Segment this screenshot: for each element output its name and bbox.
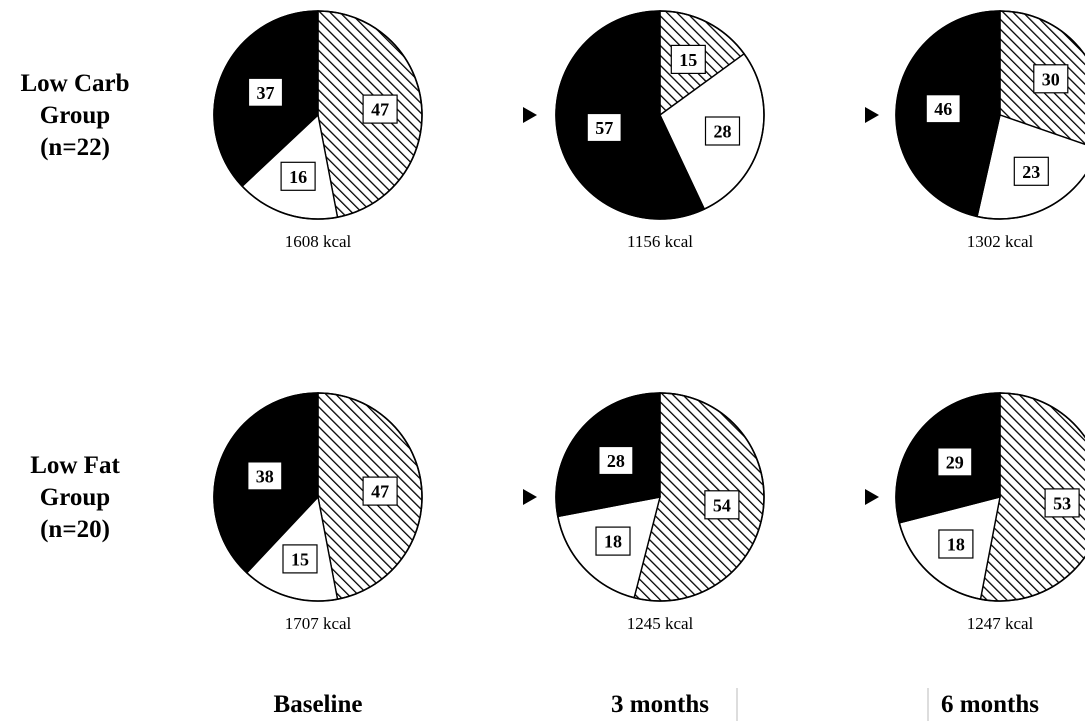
kcal-label: 1245 kcal [627, 614, 694, 633]
group-label-line: Group [40, 484, 110, 511]
slice-value-box [670, 44, 706, 75]
slice-value-text: 47 [371, 100, 389, 120]
slice-value-text: 53 [1053, 493, 1071, 513]
slice-value-box [247, 77, 284, 107]
time-label: 3 months [611, 691, 709, 718]
slice-value-label: 47 [362, 476, 398, 506]
slice-value-text: 28 [607, 451, 625, 471]
arrow-icon [523, 107, 537, 123]
slice-value-label: 57 [586, 112, 622, 143]
pie: 53 18 29 [895, 392, 1085, 602]
slice-value-label: 37 [247, 77, 284, 107]
slice-value-label: 46 [925, 94, 961, 124]
slice-value-label: 18 [938, 529, 974, 559]
pie: 47 15 38 [213, 392, 423, 602]
group-label-line: Low Fat [30, 452, 120, 479]
group-label-line: Group [40, 102, 110, 129]
pie-outline [555, 392, 765, 602]
slice-value-label: 15 [670, 44, 706, 75]
slice-value-box [280, 161, 316, 191]
pie: 54 18 28 [555, 392, 765, 602]
slice-value-text: 18 [947, 535, 965, 555]
slice-value-text: 18 [604, 532, 622, 552]
arrow-icon [865, 107, 879, 123]
slice-value-text: 30 [1042, 69, 1060, 89]
slice-value-label: 28 [598, 445, 634, 476]
pie-outline [555, 10, 765, 220]
slice-value-box [1033, 64, 1069, 94]
group-label-line: (n=22) [40, 134, 110, 161]
group-label: Low Fat Group (n=20) [30, 452, 120, 543]
slice-value-label: 47 [362, 94, 398, 124]
slice-value-box [1013, 156, 1049, 186]
slice-value-text: 15 [679, 50, 697, 70]
arrow-icon [523, 489, 537, 505]
slice-value-box [247, 461, 283, 491]
slice-value-box [586, 112, 622, 143]
kcal-label: 1247 kcal [967, 614, 1034, 633]
pie: 47 16 37 [213, 10, 423, 220]
slice-value-box [362, 94, 398, 124]
slice-value-label: 30 [1033, 64, 1069, 94]
slice-value-text: 46 [934, 99, 952, 119]
group-label-line: (n=20) [40, 516, 110, 543]
pie: 30 23 46 [895, 10, 1085, 220]
group-label-line: Low Carb [20, 70, 129, 97]
slice-value-text: 54 [713, 495, 731, 515]
slice-value-box [1044, 488, 1080, 518]
slice-value-box [938, 529, 974, 559]
kcal-label: 1302 kcal [967, 232, 1034, 251]
slice-value-box [704, 490, 740, 520]
slice-value-label: 16 [280, 161, 316, 191]
slice-value-label: 23 [1013, 156, 1049, 186]
pie: 15 28 57 [555, 10, 765, 220]
slice-value-label: 53 [1044, 488, 1080, 518]
slice-value-box [925, 94, 961, 124]
slice-value-text: 23 [1022, 162, 1040, 182]
slice-value-label: 38 [247, 461, 283, 491]
time-label: Baseline [274, 691, 363, 718]
slice-value-text: 16 [289, 167, 307, 187]
slice-value-text: 38 [256, 466, 274, 486]
slice-value-text: 15 [291, 549, 309, 569]
slice-value-text: 37 [257, 83, 275, 103]
pie-outline [213, 392, 423, 602]
pie-outline [895, 392, 1085, 602]
group-label: Low Carb Group (n=22) [20, 70, 129, 161]
slice-value-box [362, 476, 398, 506]
slice-value-label: 15 [282, 544, 318, 574]
slice-value-label: 28 [704, 116, 741, 146]
slice-value-box [282, 544, 318, 574]
slice-value-box [937, 447, 973, 477]
kcal-label: 1156 kcal [627, 232, 693, 251]
arrow-icon [865, 489, 879, 505]
slice-value-text: 29 [946, 452, 964, 472]
slice-value-label: 29 [937, 447, 973, 477]
pie-outline [213, 10, 423, 220]
time-label: 6 months [941, 691, 1039, 718]
slice-value-box [598, 445, 634, 476]
slice-value-box [704, 116, 741, 146]
slice-value-box [595, 526, 631, 556]
slice-value-label: 54 [704, 490, 740, 520]
kcal-label: 1608 kcal [285, 232, 352, 251]
slice-value-label: 18 [595, 526, 631, 556]
slice-value-text: 28 [714, 122, 732, 142]
kcal-label: 1707 kcal [285, 614, 352, 633]
slice-value-text: 47 [371, 482, 389, 502]
pie-outline [895, 10, 1085, 220]
slice-value-text: 57 [595, 118, 613, 138]
